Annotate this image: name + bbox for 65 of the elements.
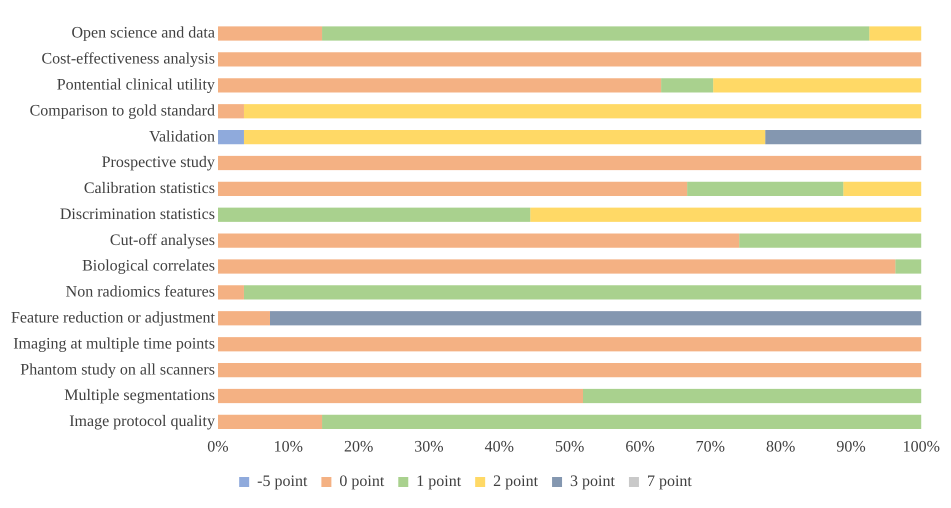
y-tick-label: Discrimination statistics bbox=[60, 206, 215, 223]
bar bbox=[218, 414, 322, 429]
x-tick-label: 30% bbox=[414, 438, 444, 456]
bar bbox=[322, 26, 870, 41]
bar bbox=[218, 259, 896, 274]
y-tick-label: Cut-off analyses bbox=[110, 232, 215, 249]
bar bbox=[739, 234, 922, 248]
bar bbox=[895, 259, 922, 274]
bar bbox=[843, 182, 922, 196]
x-tick-label: 60% bbox=[625, 438, 655, 456]
bar bbox=[218, 285, 244, 300]
x-tick-label: 50% bbox=[554, 438, 584, 456]
bar bbox=[322, 414, 922, 429]
y-tick-label: Feature reduction or adjustment bbox=[11, 310, 216, 327]
y-tick-label: Non radiomics features bbox=[66, 284, 215, 301]
x-tick-label: 10% bbox=[274, 438, 303, 456]
y-tick-label: Open science and data bbox=[71, 24, 215, 42]
y-tick-label: Biological correlates bbox=[82, 258, 215, 275]
bar bbox=[218, 156, 922, 170]
y-tick-label: Imaging at multiple time points bbox=[13, 335, 215, 352]
bar bbox=[869, 26, 922, 41]
y-tick-label: Prospective study bbox=[102, 154, 215, 172]
bar bbox=[713, 78, 922, 92]
y-tick-label: Calibration statistics bbox=[84, 180, 215, 198]
x-tick-label: 70% bbox=[696, 438, 725, 456]
y-tick-label: Phantom study on all scanners bbox=[20, 361, 215, 378]
x-tick-label: 0% bbox=[207, 438, 229, 456]
x-tick-label: 100% bbox=[902, 438, 940, 456]
bar bbox=[218, 26, 322, 41]
bar bbox=[218, 52, 922, 67]
bar bbox=[218, 78, 662, 92]
bar bbox=[218, 388, 583, 404]
y-tick-label: Comparison to gold standard bbox=[30, 102, 215, 120]
bar bbox=[218, 311, 270, 326]
bar bbox=[218, 208, 530, 222]
bar bbox=[687, 182, 844, 196]
bar bbox=[218, 337, 922, 352]
x-tick-label: 40% bbox=[484, 438, 514, 456]
bar bbox=[244, 285, 922, 300]
bar bbox=[218, 130, 244, 144]
legend-label: 2 point bbox=[493, 473, 539, 490]
bar bbox=[218, 234, 740, 248]
legend-label: -5 point bbox=[257, 473, 308, 490]
bar bbox=[218, 362, 922, 378]
bar bbox=[661, 78, 714, 92]
y-tick-label: Multiple segmentations bbox=[64, 387, 215, 404]
bar bbox=[530, 208, 922, 222]
legend-label: 7 point bbox=[646, 473, 692, 490]
y-tick-label: Image protocol quality bbox=[69, 413, 215, 430]
bar bbox=[218, 104, 244, 118]
legend-label: 0 point bbox=[339, 473, 385, 490]
bar bbox=[765, 130, 922, 144]
x-tick-label: 80% bbox=[766, 438, 796, 456]
x-tick-label: 90% bbox=[836, 438, 866, 456]
y-tick-label: Cost-effectiveness analysis bbox=[42, 50, 215, 68]
bar bbox=[583, 388, 922, 404]
legend-label: 1 point bbox=[416, 473, 462, 490]
legend-label: 3 point bbox=[570, 473, 616, 490]
x-tick-label: 20% bbox=[344, 438, 374, 456]
bar bbox=[218, 182, 688, 196]
bar bbox=[270, 311, 922, 326]
bar bbox=[244, 130, 766, 144]
y-tick-label: Pontential clinical utility bbox=[56, 76, 215, 94]
y-tick-label: Validation bbox=[149, 128, 215, 146]
bar bbox=[244, 104, 922, 118]
